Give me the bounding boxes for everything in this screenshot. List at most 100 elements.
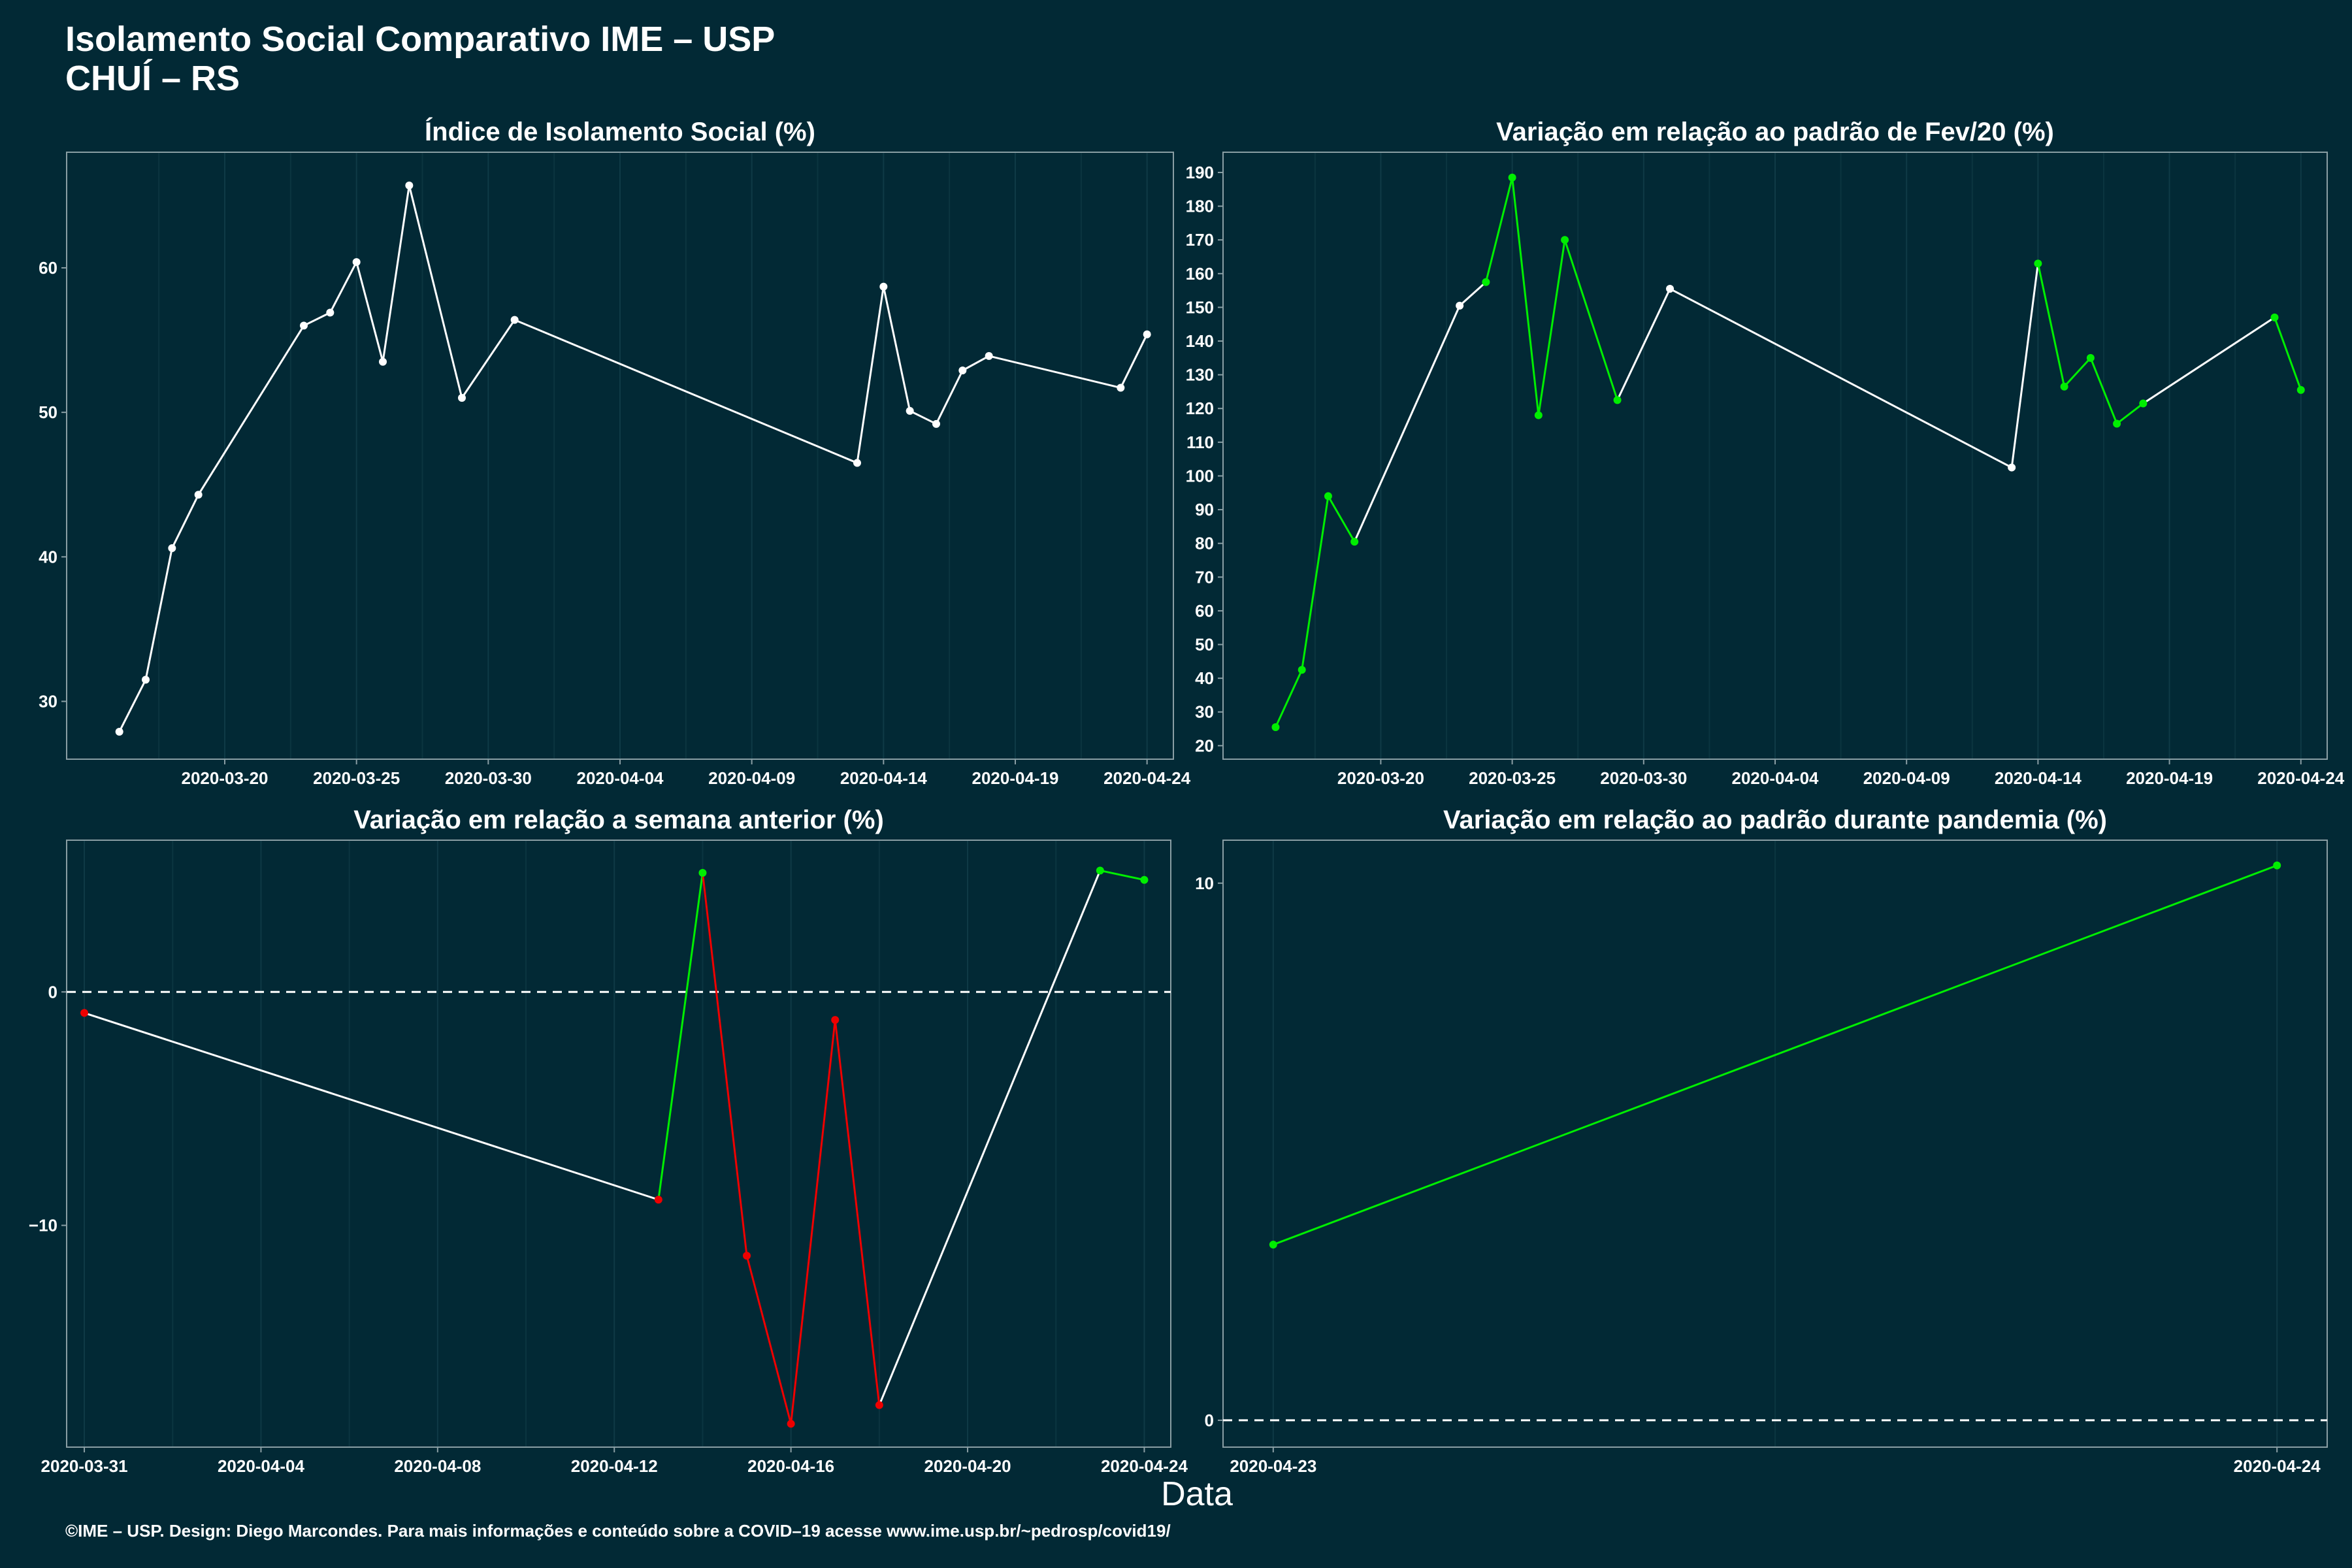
y-tick-label: 60 <box>39 258 57 278</box>
data-point <box>743 1252 751 1260</box>
series-segment <box>935 370 964 425</box>
y-tick-label: 20 <box>1195 736 1214 755</box>
data-point <box>1613 396 1622 404</box>
x-tick-label: 2020-03-31 <box>41 1456 128 1476</box>
series-segment <box>2089 357 2118 425</box>
data-point <box>985 351 993 360</box>
series-segment <box>882 286 911 412</box>
x-tick-label: 2020-04-08 <box>394 1456 481 1476</box>
x-tick-label: 2020-04-09 <box>1863 768 1950 788</box>
plot-frame <box>66 840 1171 1448</box>
series-segment <box>1616 288 1671 400</box>
data-point <box>2273 861 2281 870</box>
series-segment <box>878 870 1102 1406</box>
data-point <box>1298 666 1306 674</box>
data-point <box>1350 538 1359 546</box>
y-tick-label: 190 <box>1186 163 1214 182</box>
y-tick-label: 70 <box>1195 567 1214 587</box>
y-tick-label: 130 <box>1186 365 1214 385</box>
panel-title: Variação em relação a semana anterior (%… <box>353 806 884 834</box>
series-segment <box>657 872 704 1200</box>
x-tick-label: 2020-04-20 <box>924 1456 1011 1476</box>
series-segment <box>1301 496 1330 670</box>
series-segment <box>1459 281 1487 306</box>
data-point <box>879 282 888 291</box>
series-segment <box>1669 287 2012 468</box>
data-point <box>2034 259 2042 268</box>
series-segment <box>1273 864 2278 1246</box>
data-point <box>379 357 387 366</box>
x-tick-label: 2020-04-24 <box>2234 1456 2321 1476</box>
series-segment <box>1511 177 1540 416</box>
caption: ©IME – USP. Design: Diego Marcondes. Par… <box>65 1521 1171 1541</box>
series-segment <box>2036 263 2066 387</box>
data-point <box>1508 173 1516 182</box>
figure-subtitle: CHUÍ – RS <box>65 59 240 98</box>
data-point <box>1324 492 1332 500</box>
data-point <box>142 676 150 684</box>
x-tick-label: 2020-03-20 <box>182 768 269 788</box>
data-point <box>194 491 203 499</box>
y-tick-label: −10 <box>29 1216 57 1235</box>
data-point <box>1269 1241 1277 1249</box>
series-segment <box>84 1011 659 1201</box>
series-segment <box>909 410 937 425</box>
y-tick-label: 10 <box>1195 874 1214 893</box>
series-segment <box>2274 317 2302 391</box>
series-segment <box>1484 177 1514 283</box>
data-point <box>405 181 414 189</box>
data-point <box>2008 463 2016 472</box>
data-point <box>1096 866 1104 875</box>
data-point <box>1561 236 1569 244</box>
series-segment <box>329 261 357 314</box>
series-segment <box>962 355 990 372</box>
x-tick-label: 2020-04-14 <box>1995 768 2082 788</box>
x-tick-label: 2020-03-25 <box>1469 768 1556 788</box>
data-point <box>698 869 707 877</box>
series-segment <box>144 547 173 680</box>
data-point <box>1117 384 1125 392</box>
x-axis-label: Data <box>1161 1475 1233 1513</box>
series-segment <box>745 1255 792 1424</box>
series-segment <box>2010 263 2039 468</box>
series-segment <box>1100 869 1145 881</box>
data-point <box>1666 285 1674 293</box>
data-point <box>352 258 361 267</box>
y-tick-label: 40 <box>39 547 57 566</box>
data-point <box>831 1016 840 1024</box>
y-tick-label: 50 <box>39 402 57 422</box>
x-tick-label: 2020-04-24 <box>1103 768 1191 788</box>
data-point <box>1271 723 1280 731</box>
x-tick-label: 2020-04-23 <box>1230 1456 1316 1476</box>
y-tick-label: 80 <box>1195 534 1214 553</box>
data-point <box>2086 353 2095 362</box>
data-point <box>958 366 967 374</box>
data-point <box>2060 382 2068 391</box>
series-segment <box>197 325 305 496</box>
data-point <box>906 406 914 415</box>
data-point <box>875 1401 883 1409</box>
x-tick-label: 2020-04-19 <box>972 768 1059 788</box>
x-tick-label: 2020-03-30 <box>1600 768 1687 788</box>
series-segment <box>701 872 748 1256</box>
panel-title: Índice de Isolamento Social (%) <box>425 117 815 146</box>
y-tick-label: 140 <box>1186 331 1214 351</box>
series-segment <box>2063 357 2091 387</box>
data-point <box>932 419 940 428</box>
data-point <box>1482 278 1490 286</box>
data-point <box>2270 313 2279 321</box>
panel-semana: Variação em relação a semana anterior (%… <box>29 806 1188 1476</box>
series-segment <box>118 679 147 732</box>
data-point <box>1456 301 1464 310</box>
series-segment <box>461 319 515 399</box>
y-tick-label: 160 <box>1186 264 1214 284</box>
x-tick-label: 2020-04-09 <box>708 768 795 788</box>
x-tick-label: 2020-04-19 <box>2126 768 2213 788</box>
data-point <box>2296 385 2305 394</box>
series-segment <box>1537 239 1566 416</box>
y-tick-label: 0 <box>1205 1411 1214 1430</box>
series-segment <box>2116 402 2144 425</box>
data-point <box>2139 399 2148 408</box>
panel-pandemia: Variação em relação ao padrão durante pa… <box>1195 806 2328 1476</box>
y-tick-label: 100 <box>1186 466 1214 485</box>
